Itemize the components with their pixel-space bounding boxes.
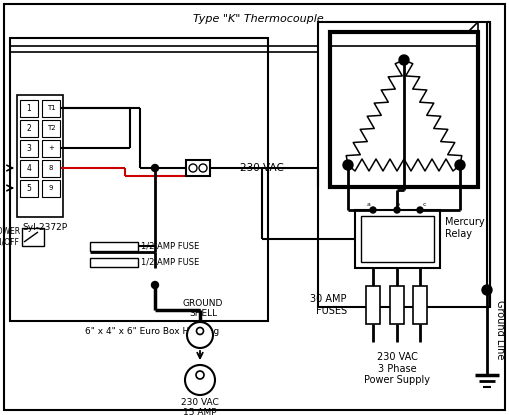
Bar	[360, 216, 433, 262]
Circle shape	[398, 55, 408, 65]
Circle shape	[151, 281, 158, 288]
Text: a: a	[366, 202, 370, 207]
Bar	[354, 210, 439, 268]
Bar	[186, 160, 210, 176]
Text: 8: 8	[49, 165, 53, 171]
Bar	[90, 242, 138, 251]
Circle shape	[343, 160, 352, 170]
Circle shape	[189, 164, 196, 172]
Text: 2: 2	[26, 124, 32, 132]
Bar	[20, 100, 38, 117]
Bar	[20, 140, 38, 157]
Circle shape	[454, 160, 464, 170]
Text: 230 VAC
3 Phase
Power Supply: 230 VAC 3 Phase Power Supply	[363, 352, 429, 385]
Text: 1/2 AMP FUSE: 1/2 AMP FUSE	[140, 257, 199, 266]
Text: 1: 1	[26, 103, 32, 112]
Text: T1: T1	[46, 105, 55, 111]
Circle shape	[195, 371, 204, 379]
Text: Mercury
Relay: Mercury Relay	[444, 217, 484, 239]
Bar	[318, 22, 489, 307]
Text: c: c	[421, 202, 425, 207]
Bar	[365, 286, 379, 324]
Bar	[42, 160, 60, 177]
Circle shape	[199, 164, 207, 172]
Text: b: b	[394, 202, 398, 207]
Text: Type "K" Thermocouple: Type "K" Thermocouple	[192, 14, 323, 24]
Bar	[22, 228, 44, 246]
Text: 30 AMP
FUSES: 30 AMP FUSES	[310, 294, 346, 316]
Bar	[42, 180, 60, 197]
Bar	[42, 100, 60, 117]
Circle shape	[393, 207, 399, 213]
Bar	[389, 286, 403, 324]
Text: 230 VAC
15 AMP
Power Supply: 230 VAC 15 AMP Power Supply	[169, 398, 230, 415]
Text: 4: 4	[26, 164, 32, 173]
Text: 230 VAC: 230 VAC	[240, 163, 284, 173]
Circle shape	[481, 285, 491, 295]
Circle shape	[151, 164, 158, 171]
Circle shape	[369, 207, 375, 213]
Text: Ground Line: Ground Line	[494, 300, 504, 360]
Circle shape	[416, 207, 422, 213]
Bar	[20, 160, 38, 177]
Text: 5: 5	[26, 183, 32, 193]
Text: +: +	[48, 145, 54, 151]
Bar	[42, 140, 60, 157]
Bar	[20, 120, 38, 137]
Bar	[90, 258, 138, 267]
Text: Syl-2372P: Syl-2372P	[22, 223, 67, 232]
Bar	[10, 38, 267, 321]
Text: 6" x 4" x 6" Euro Box Housing: 6" x 4" x 6" Euro Box Housing	[85, 327, 219, 336]
Bar	[329, 32, 477, 187]
Bar	[412, 286, 426, 324]
Bar	[42, 120, 60, 137]
Text: T2: T2	[47, 125, 55, 131]
Text: 9: 9	[49, 185, 53, 191]
Circle shape	[187, 322, 213, 348]
Circle shape	[185, 365, 215, 395]
Text: 3: 3	[26, 144, 32, 152]
Text: POWER
ON/OFF: POWER ON/OFF	[0, 227, 20, 247]
Text: 1/2 AMP FUSE: 1/2 AMP FUSE	[140, 242, 199, 251]
Bar	[17, 95, 63, 217]
Text: GROUND
SHELL: GROUND SHELL	[182, 299, 223, 318]
Circle shape	[196, 327, 203, 334]
Bar	[20, 180, 38, 197]
